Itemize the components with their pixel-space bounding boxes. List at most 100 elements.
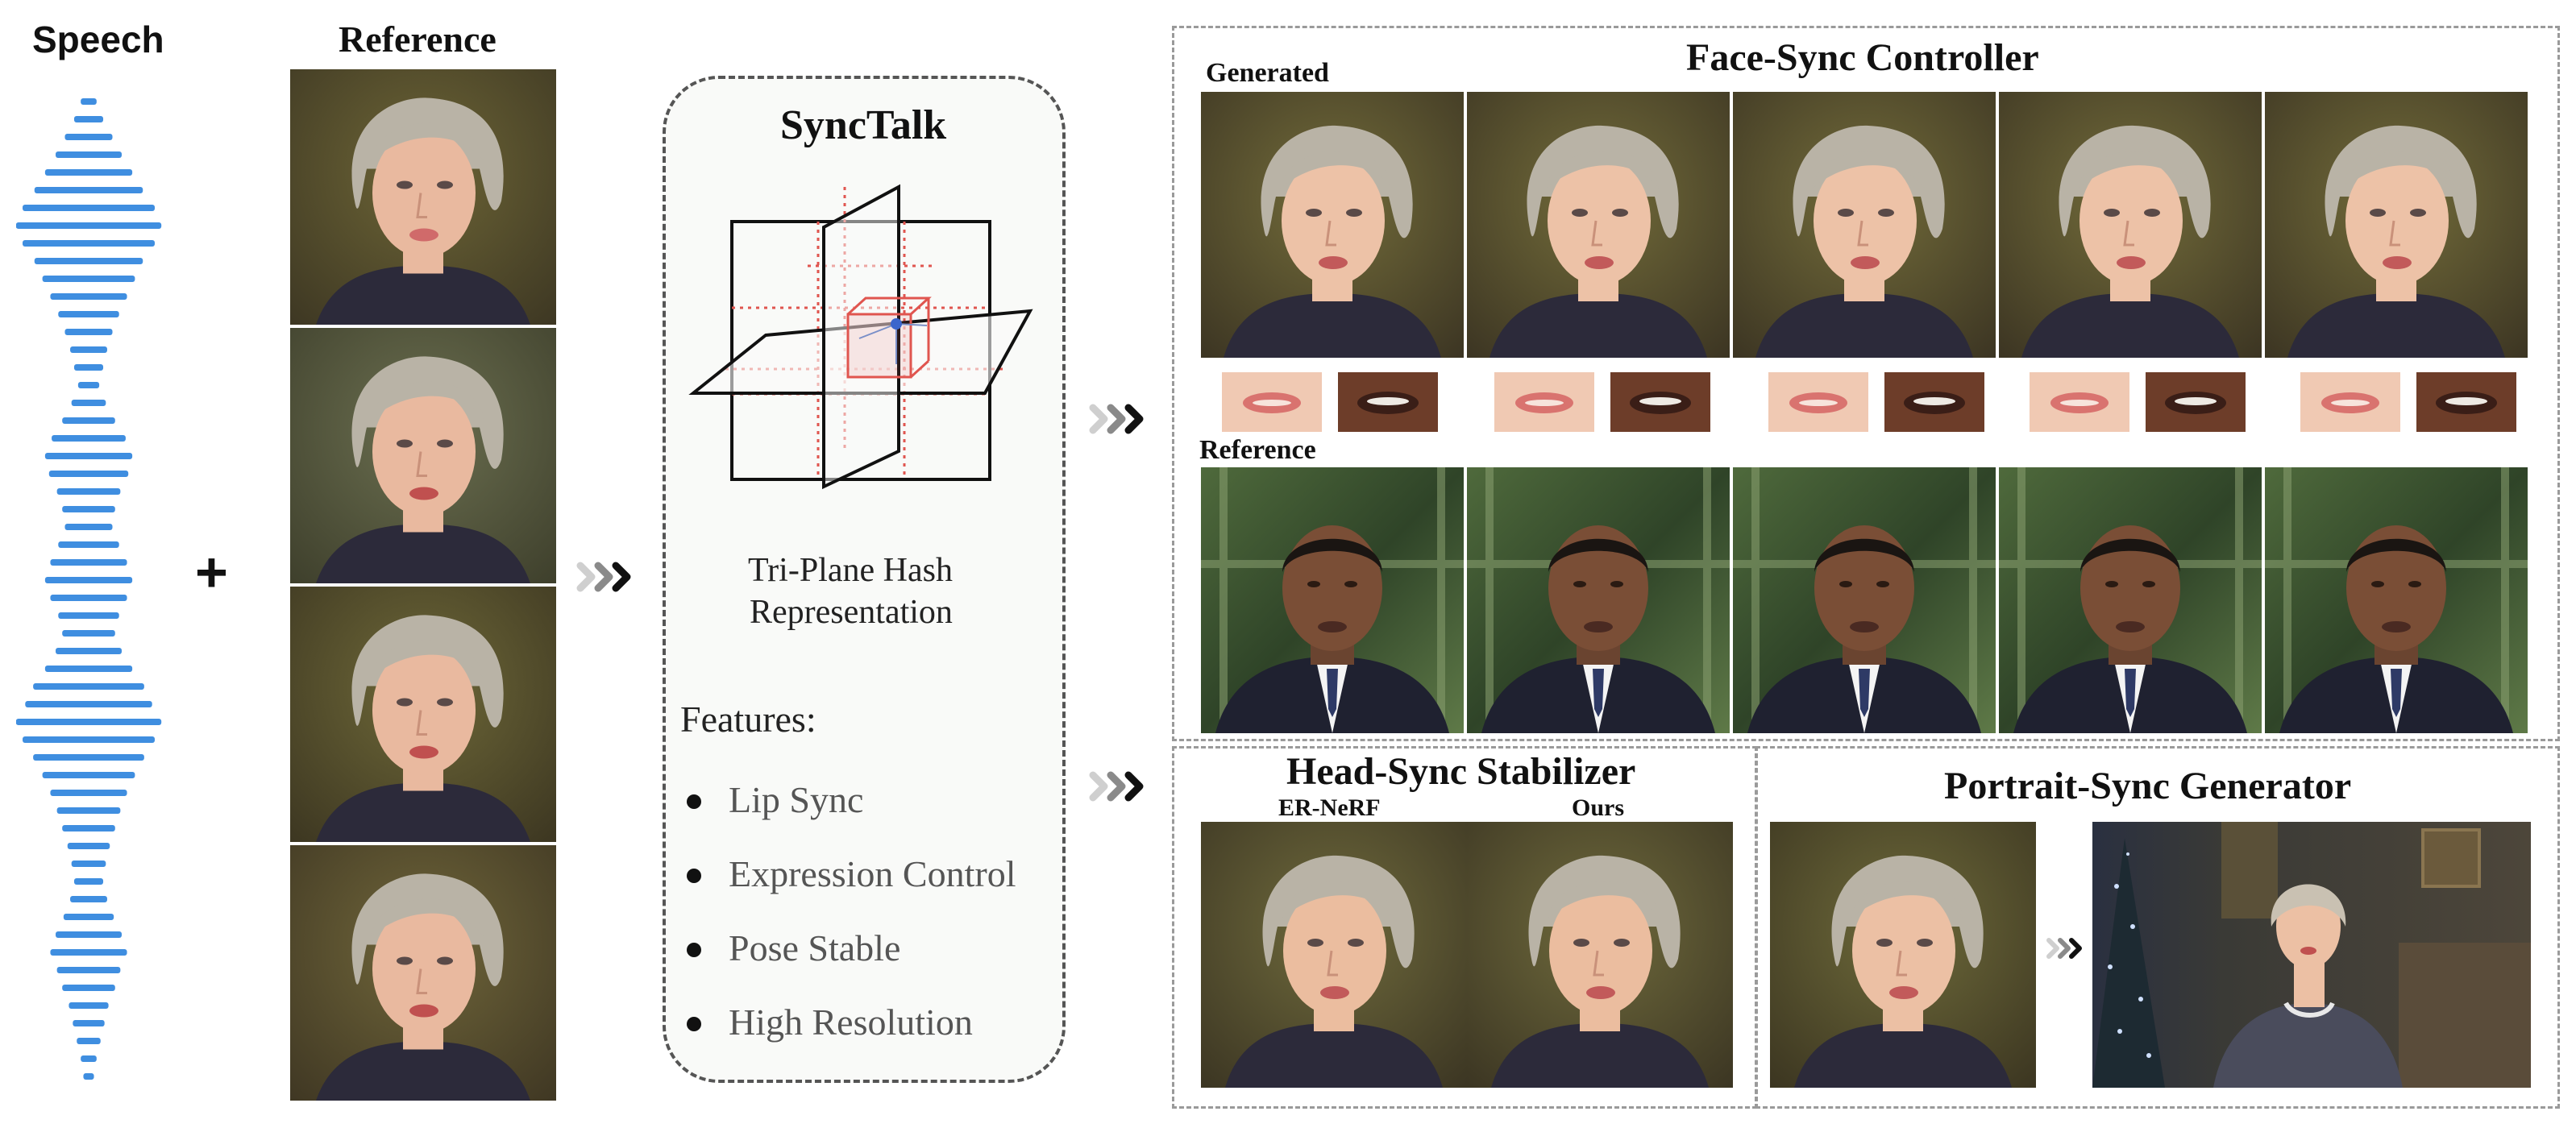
er-nerf-frame — [1201, 822, 1467, 1088]
face-sync-title: Face-Sync Controller — [1686, 36, 2039, 79]
reference-label: Reference — [339, 19, 497, 60]
waveform-bar — [50, 293, 127, 300]
waveform-bar — [71, 400, 106, 406]
feature-item: Pose Stable — [729, 927, 901, 968]
speech-label: Speech — [32, 19, 164, 60]
lip-crop-generated — [2030, 372, 2129, 432]
feature-item: Lip Sync — [729, 779, 864, 820]
waveform-bar — [62, 417, 115, 424]
waveform-bar — [69, 1002, 109, 1009]
waveform-bar — [63, 914, 114, 920]
lip-crop-reference — [1610, 372, 1710, 432]
portrait-full-scene — [2092, 822, 2531, 1088]
waveform-bar — [33, 683, 144, 690]
synctalk-title: SyncTalk — [780, 102, 947, 148]
lip-crop-reference — [2146, 372, 2246, 432]
head-sync-title: Head-Sync Stabilizer — [1286, 750, 1636, 793]
waveform-bar — [77, 382, 100, 388]
waveform-bar — [56, 488, 121, 495]
chevron-arrow-icon — [1089, 771, 1144, 802]
waveform-bar — [44, 453, 133, 459]
waveform-bar — [16, 222, 162, 229]
generated-frame — [1467, 92, 1730, 358]
reference-obama-frame — [1467, 467, 1730, 733]
ours-label: Ours — [1572, 794, 1625, 821]
generated-frame — [1201, 92, 1464, 358]
reference-frames — [290, 69, 556, 1104]
reference-obama-frame — [1201, 467, 1464, 733]
waveform-bar — [64, 329, 113, 335]
waveform-bar — [83, 1073, 94, 1080]
generated-frame — [1999, 92, 2262, 358]
waveform-bar — [62, 825, 115, 831]
feature-item: High Resolution — [729, 1002, 973, 1043]
ours-frame — [1467, 822, 1733, 1088]
generated-frame — [1733, 92, 1996, 358]
waveform-bar — [62, 985, 115, 991]
chevron-arrow-icon — [1089, 404, 1144, 434]
triplane-caption-line2: Representation — [750, 594, 953, 631]
bullet-icon — [687, 943, 701, 957]
triplane-caption-line1: Tri-Plane Hash — [748, 552, 953, 589]
reference-frame — [290, 328, 556, 583]
waveform-bar — [64, 524, 113, 530]
generated-frames — [1201, 92, 2531, 358]
waveform-bar — [52, 435, 126, 442]
reference-obama-frame — [1999, 467, 2262, 733]
reference-obama-frame — [2265, 467, 2528, 733]
reference-obama-frame — [1733, 467, 1996, 733]
waveform-bar — [73, 364, 104, 371]
reference-frame — [290, 587, 556, 842]
portrait-sync-panel — [1755, 746, 2560, 1109]
waveform-bar — [56, 967, 121, 973]
lip-crop-generated — [1222, 372, 1322, 432]
lip-crops — [1201, 372, 2531, 437]
waveform-bar — [67, 843, 110, 849]
reference-obama-frames — [1201, 467, 2531, 733]
waveform-bar — [73, 878, 104, 885]
waveform-bar — [58, 311, 119, 317]
features-heading: Features: — [680, 699, 816, 740]
face-sync-panel — [1172, 26, 2560, 741]
waveform-bar — [23, 205, 155, 211]
waveform-bar — [50, 595, 127, 601]
waveform-bar — [50, 790, 127, 796]
waveform-bar — [44, 577, 133, 583]
plus-sign: + — [195, 541, 228, 603]
chevron-arrow-icon — [2046, 938, 2082, 959]
waveform-bar — [23, 736, 155, 743]
waveform-bar — [56, 151, 122, 158]
bullet-icon — [687, 1017, 701, 1031]
waveform-bar — [48, 471, 129, 477]
waveform-bar — [62, 506, 115, 512]
portrait-face-frame — [1770, 822, 2036, 1088]
bullet-icon — [687, 869, 701, 883]
lip-crop-reference — [2416, 372, 2516, 432]
waveform-bar — [56, 648, 122, 654]
waveform-bar — [16, 719, 162, 725]
waveform-bar — [44, 169, 133, 176]
reference-frame — [290, 845, 556, 1101]
waveform-bar — [50, 559, 127, 566]
face-sync-reference-label: Reference — [1199, 435, 1316, 465]
waveform-bar — [44, 666, 133, 672]
waveform-bar — [73, 116, 104, 122]
portrait-sync-title: Portrait-Sync Generator — [1944, 765, 2352, 807]
generated-frame — [2265, 92, 2528, 358]
waveform-bar — [50, 949, 127, 956]
waveform-bar — [23, 240, 155, 247]
waveform-bar — [81, 98, 97, 105]
lip-crop-generated — [1494, 372, 1594, 432]
waveform-bar — [25, 701, 152, 707]
waveform-bar — [33, 754, 144, 761]
speech-waveform — [16, 98, 162, 1080]
generated-label: Generated — [1206, 58, 1329, 88]
er-nerf-label: ER-NeRF — [1278, 794, 1381, 821]
triplane-hash-diagram — [688, 184, 1033, 490]
reference-frame — [290, 69, 556, 325]
waveform-bar — [34, 187, 143, 193]
lip-crop-generated — [1768, 372, 1868, 432]
waveform-bar — [62, 630, 115, 637]
waveform-bar — [58, 541, 119, 548]
waveform-bar — [58, 612, 119, 619]
